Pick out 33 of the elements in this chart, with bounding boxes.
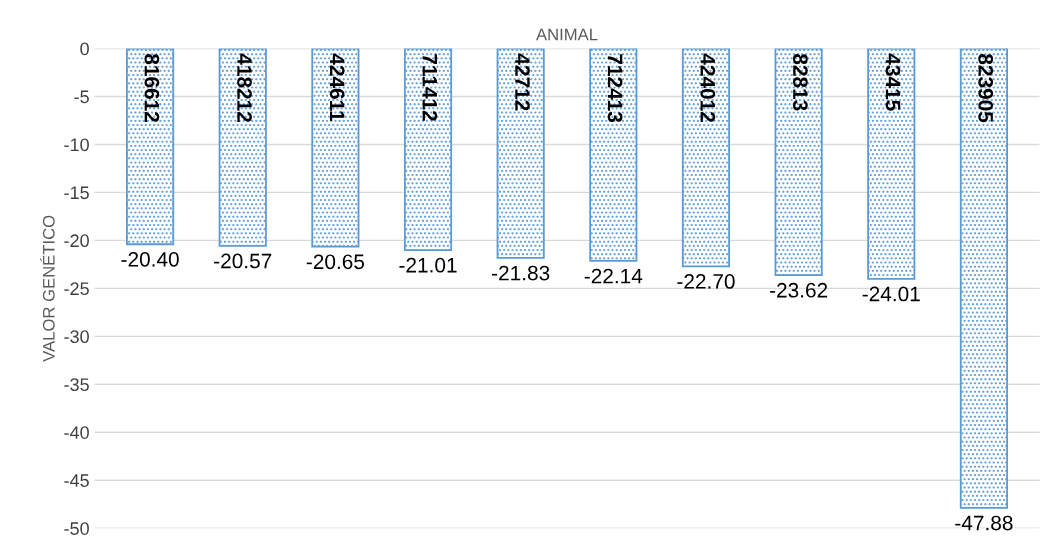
x-tick-label: 711412 [422,54,438,121]
data-label: -22.70 [677,274,735,289]
data-label: -20.40 [121,251,179,267]
y-axis-title: VALOR GENÉTICO [40,215,55,362]
y-tick-label: -30 [64,330,89,344]
x-axis-title: ANIMAL [536,28,598,41]
y-tick-label: -40 [64,426,89,439]
x-tick-label: 418212 [237,53,252,122]
x-tick-label: 424012 [700,53,716,122]
y-tick-label: -45 [64,474,89,487]
x-tick-label: 42712 [515,53,530,111]
y-tick-label: -35 [64,378,89,392]
x-tick-label: 823905 [978,53,994,123]
data-label: -20.65 [306,254,365,270]
y-tick-label: -25 [64,282,89,296]
y-tick-label: -15 [64,186,89,200]
y-tick-label: 0 [80,42,89,56]
y-tick-label: -10 [64,138,89,152]
data-label: -23.62 [770,282,828,298]
y-tick-label: -50 [64,522,89,535]
data-label: -21.83 [492,265,550,281]
data-label: -24.01 [862,286,920,302]
x-tick-label: 43415 [885,53,901,111]
x-tick-label: 424611 [329,53,345,122]
data-label: -20.57 [214,253,272,269]
data-label: -47.88 [955,515,1013,531]
data-label: -22.14 [584,268,643,284]
y-tick-label: -20 [64,234,89,248]
x-tick-label: 712413 [607,54,623,123]
x-tick-label: 816612 [144,53,160,122]
y-tick-label: -5 [74,90,89,104]
data-label: -21.01 [399,257,457,273]
x-tick-label: 82813 [793,53,808,111]
